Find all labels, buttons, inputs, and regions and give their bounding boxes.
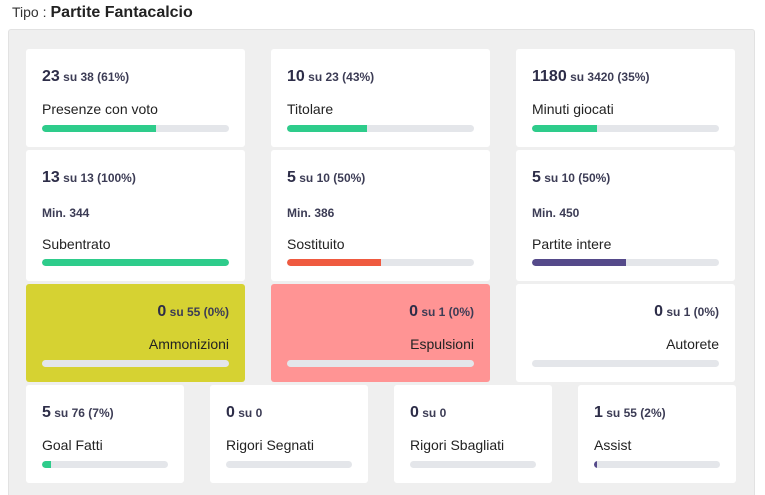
progress-bar bbox=[594, 461, 720, 468]
stat-card-rigori-segnati: 0 su 0 Rigori Segnati bbox=[210, 385, 368, 483]
stat-label: Autorete bbox=[666, 336, 719, 352]
stat-label: Espulsioni bbox=[410, 336, 474, 352]
stat-value: 5 su 10 (50%) bbox=[532, 169, 611, 186]
stat-card-partite-intere: 5 su 10 (50%) Min. 450 Partite intere bbox=[516, 150, 735, 281]
stat-label: Rigori Sbagliati bbox=[410, 437, 505, 453]
stat-value: 0 su 1 (0%) bbox=[409, 303, 474, 320]
stat-card-assist: 1 su 55 (2%) Assist bbox=[578, 385, 736, 483]
header: Tipo : Partite Fantacalcio bbox=[12, 4, 193, 26]
stat-card-autorete: 0 su 1 (0%) Autorete bbox=[516, 284, 735, 382]
stat-label: Goal Fatti bbox=[42, 437, 103, 453]
stat-value: 1180 su 3420 (35%) bbox=[532, 68, 650, 85]
stat-value: 0 su 0 bbox=[226, 404, 263, 421]
stat-label: Assist bbox=[594, 437, 632, 453]
stat-value: 10 su 23 (43%) bbox=[287, 68, 375, 85]
stat-value: 1 su 55 (2%) bbox=[594, 404, 666, 421]
stat-card-goal-fatti: 5 su 76 (7%) Goal Fatti bbox=[26, 385, 184, 483]
stat-card-sostituito: 5 su 10 (50%) Min. 386 Sostituito bbox=[271, 150, 490, 281]
stat-value: 0 su 1 (0%) bbox=[654, 303, 719, 320]
stat-card-titolare: 10 su 23 (43%) Titolare bbox=[271, 49, 490, 147]
progress-bar bbox=[42, 461, 168, 468]
progress-bar bbox=[532, 125, 719, 132]
stat-value: 5 su 10 (50%) bbox=[287, 169, 366, 186]
stat-label: Titolare bbox=[287, 101, 334, 117]
tipo-label: Tipo : bbox=[12, 4, 47, 20]
progress-bar bbox=[42, 360, 229, 367]
stat-label: Subentrato bbox=[42, 236, 111, 252]
progress-bar bbox=[287, 259, 474, 266]
minutes-text: Min. 344 bbox=[42, 206, 90, 220]
stat-value: 13 su 13 (100%) bbox=[42, 169, 136, 186]
progress-bar bbox=[42, 259, 229, 266]
progress-bar bbox=[532, 360, 719, 367]
stat-value: 23 su 38 (61%) bbox=[42, 68, 130, 85]
stat-label: Rigori Segnati bbox=[226, 437, 314, 453]
minutes-text: Min. 450 bbox=[532, 206, 580, 220]
stat-label: Presenze con voto bbox=[42, 101, 158, 117]
stat-value: 0 su 0 bbox=[410, 404, 447, 421]
page-title: Partite Fantacalcio bbox=[50, 4, 193, 21]
stat-label: Ammonizioni bbox=[148, 336, 229, 352]
progress-bar bbox=[287, 125, 474, 132]
stat-label: Partite intere bbox=[532, 236, 612, 252]
progress-bar bbox=[287, 360, 474, 367]
stat-card-ammonizioni: 0 su 55 (0%) Ammonizioni bbox=[26, 284, 245, 382]
stat-card-subentrato: 13 su 13 (100%) Min. 344 Subentrato bbox=[26, 150, 245, 281]
stat-label: Minuti giocati bbox=[532, 101, 614, 117]
progress-bar bbox=[226, 461, 352, 468]
stat-card-presenze: 23 su 38 (61%) Presenze con voto bbox=[26, 49, 245, 147]
stat-card-minuti: 1180 su 3420 (35%) Minuti giocati bbox=[516, 49, 735, 147]
progress-bar bbox=[410, 461, 536, 468]
stat-card-rigori-sbagliati: 0 su 0 Rigori Sbagliati bbox=[394, 385, 552, 483]
stat-value: 0 su 55 (0%) bbox=[157, 303, 229, 320]
progress-bar bbox=[42, 125, 229, 132]
progress-bar bbox=[532, 259, 719, 266]
stat-value: 5 su 76 (7%) bbox=[42, 404, 114, 421]
minutes-text: Min. 386 bbox=[287, 206, 335, 220]
stat-card-espulsioni: 0 su 1 (0%) Espulsioni bbox=[271, 284, 490, 382]
stat-label: Sostituito bbox=[287, 236, 345, 252]
